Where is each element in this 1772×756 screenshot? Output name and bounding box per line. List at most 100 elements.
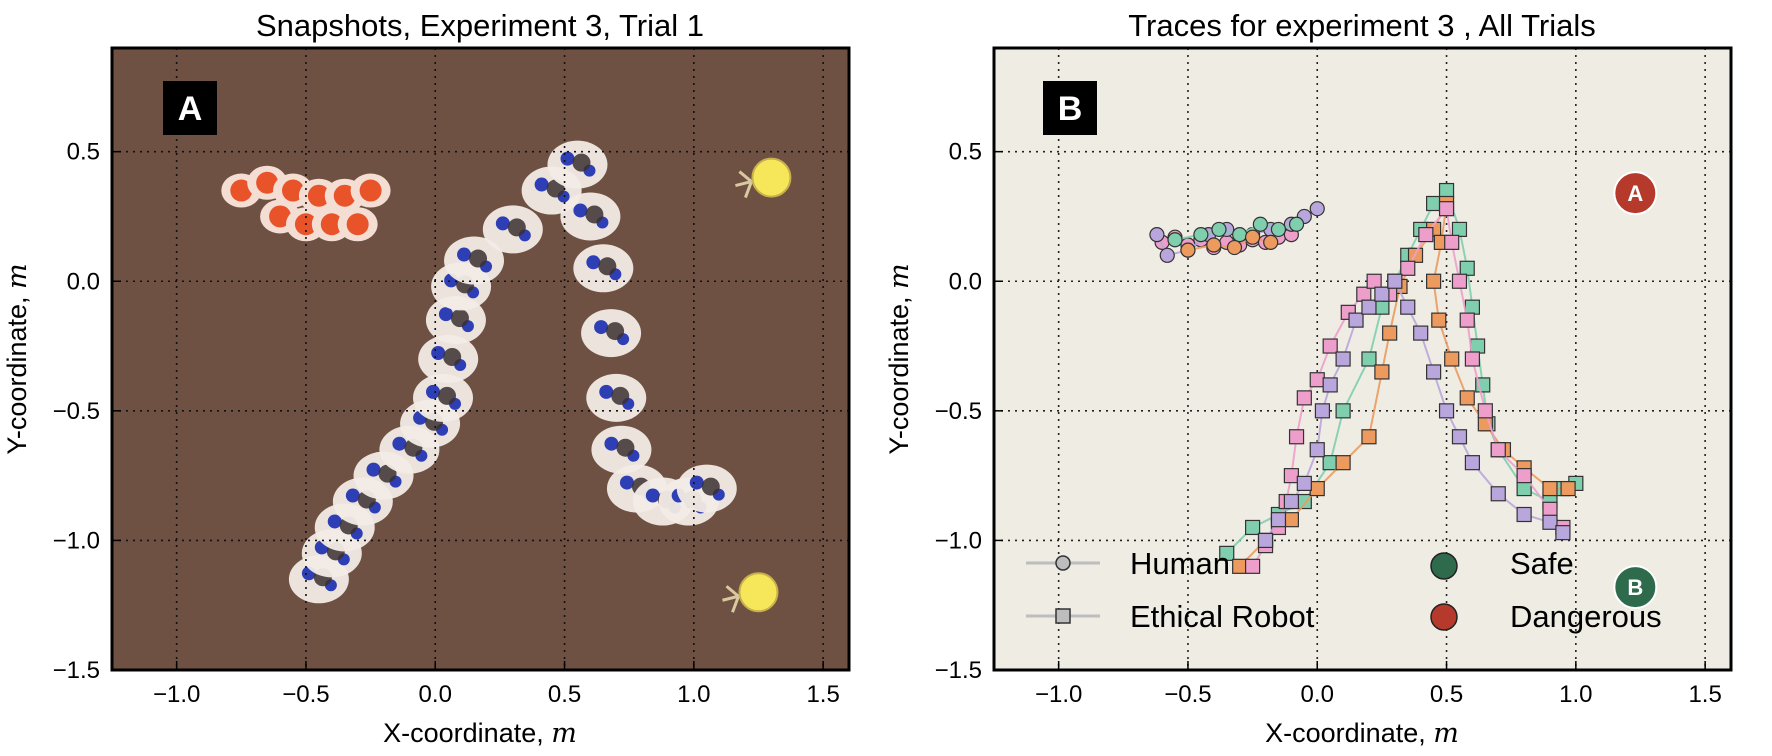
trace-point <box>1560 480 1576 497</box>
legend-dangerous-label: Dangerous <box>1510 599 1662 634</box>
robot-snapshot <box>560 192 621 241</box>
trace-point <box>1232 558 1248 574</box>
robot-trace <box>1257 273 1571 549</box>
trace-point <box>1322 338 1338 354</box>
x-tick-label: 0.5 <box>548 681 581 708</box>
trace-point <box>1270 221 1287 238</box>
trace-point <box>1469 338 1486 354</box>
robot-snapshot-wheel <box>450 309 469 328</box>
trace-point <box>1426 364 1442 380</box>
robot-snapshot-accent <box>594 320 609 335</box>
x-tick-label: 1.5 <box>806 681 839 708</box>
trace-point <box>1382 325 1398 341</box>
y-tick-label: −1.0 <box>53 527 100 554</box>
trace-point <box>1438 201 1455 217</box>
legend-human-marker <box>1055 555 1071 571</box>
panel-b-label-box <box>1043 81 1097 135</box>
y-tick-label: −1.5 <box>53 657 100 684</box>
trace-point <box>1167 232 1183 248</box>
panel-a-frame <box>110 46 851 672</box>
trace-point <box>1477 403 1493 419</box>
trace-point <box>1335 351 1351 367</box>
panel-b-label: B <box>1058 90 1083 128</box>
robot-snapshot-wheel <box>611 386 630 405</box>
trace-point <box>1413 325 1429 341</box>
trace-point <box>1438 403 1455 419</box>
human-snapshot-accent <box>320 213 343 236</box>
legend-safe-marker <box>1430 552 1458 580</box>
legend-human-label: Human <box>1130 546 1230 581</box>
goal-marker-label: A <box>1627 181 1643 206</box>
x-tick-label: 0.5 <box>1430 681 1463 708</box>
panel-a-y-axis-label: Y-coordinate, m <box>2 263 33 454</box>
robot-snapshot <box>413 373 474 422</box>
trace-point <box>1366 273 1382 289</box>
trace-point <box>1361 429 1377 445</box>
robot-snapshot-wheel <box>443 348 462 366</box>
human-snapshot-accent <box>256 171 279 194</box>
robot-snapshot-accent <box>604 436 619 451</box>
robot-snapshot-wheel <box>598 257 617 276</box>
robot-snapshot <box>482 205 543 254</box>
trace-point <box>1542 501 1558 517</box>
trace-point <box>1374 364 1390 380</box>
human-snapshot-accent <box>230 179 253 202</box>
trace-point <box>1257 532 1274 549</box>
trace-point <box>1335 455 1351 471</box>
robot-snapshot-accent <box>426 384 441 399</box>
trace-point <box>1459 390 1475 406</box>
trace-point <box>1244 229 1261 245</box>
robot-snapshot-accent <box>327 514 342 529</box>
trace-point <box>1451 429 1468 445</box>
trace-point <box>1444 351 1460 367</box>
robot-snapshot-accent <box>457 247 472 262</box>
trace-point <box>1309 480 1325 497</box>
y-tick-label: 0.0 <box>67 268 100 295</box>
goal-marker <box>735 157 792 199</box>
trace-point <box>1516 468 1532 484</box>
x-tick-label: −1.0 <box>1035 681 1082 708</box>
trace-point <box>1252 216 1268 232</box>
y-tick-label: 0.5 <box>949 139 982 166</box>
trace-point <box>1426 273 1442 289</box>
goal-marker <box>722 572 779 613</box>
trace-point <box>1206 237 1222 253</box>
trace-point <box>1232 227 1248 243</box>
trace-point <box>1451 273 1468 289</box>
trace-point <box>1400 260 1416 276</box>
panel-b-title: Traces for experiment 3 , All Trials <box>1128 8 1595 43</box>
human-snapshot-accent <box>333 184 356 207</box>
x-tick-label: 0.0 <box>1301 681 1334 708</box>
robot-snapshot-wheel <box>572 153 591 172</box>
robot-snapshot-accent <box>495 216 510 231</box>
goal-marker-antenna <box>722 585 740 613</box>
panel-b-legend: Human Ethical Robot Safe Dangerous <box>1026 546 1662 634</box>
trace-point <box>1516 480 1532 497</box>
panel-b-frame <box>992 46 1733 672</box>
trace-point <box>1180 242 1196 258</box>
robot-snapshot-wheel <box>585 205 604 224</box>
panel-a-plot-area <box>112 48 849 670</box>
trace-point <box>1193 227 1209 243</box>
robot-snapshot-wheel <box>469 249 488 268</box>
goal-marker-label: B <box>1627 575 1643 600</box>
robot-snapshot-wheel <box>701 477 720 496</box>
trace-point <box>1459 260 1475 276</box>
human-snapshot-accent <box>269 205 292 228</box>
goal-marker-b <box>1613 565 1658 610</box>
robot-snapshot-wheel <box>616 438 635 457</box>
goal-marker-disc <box>751 157 792 198</box>
robot-snapshot-accent <box>366 462 381 477</box>
trace-point <box>1270 512 1287 528</box>
human-snapshot-accent <box>282 179 305 202</box>
robot-snapshot-accent <box>573 203 588 218</box>
robot-snapshot-accent <box>345 488 360 503</box>
robot-snapshot <box>444 236 505 285</box>
trace-point <box>1244 558 1261 574</box>
panel-a-snapshots: Snapshots, Experiment 3, Trial 1 A −1.0 −… <box>2 8 851 749</box>
trace-point <box>1438 182 1455 199</box>
panel-b-y-axis-label: Y-coordinate, m <box>884 263 915 454</box>
goal-marker-disc <box>738 572 779 613</box>
x-tick-label: 0.0 <box>419 681 452 708</box>
